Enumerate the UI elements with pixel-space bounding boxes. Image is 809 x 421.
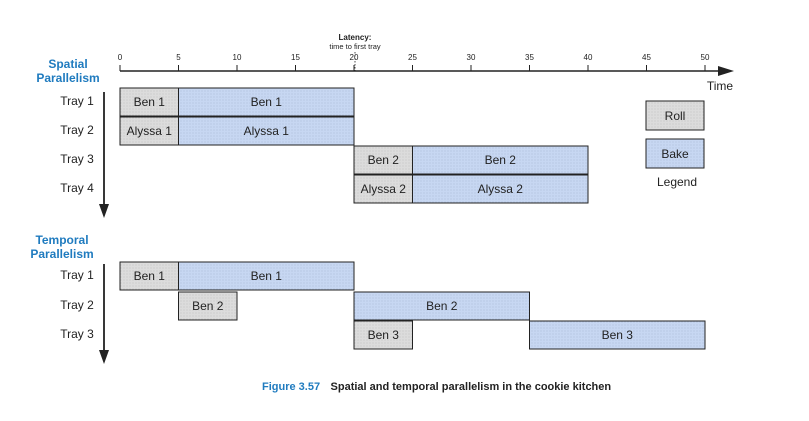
tray-label-s0-t1: Tray 2 [60,123,94,137]
bar-s0-t2-roll-outline [353,145,413,175]
bar-s1-t2-roll-outline [353,320,413,350]
tick-label-35: 35 [525,53,534,62]
bar-s0-t3-bake-outline [412,174,589,204]
bar-s0-t1-bake-label: Alyssa 1 [244,124,290,138]
tray-label-s0-t3: Tray 4 [60,181,94,195]
spatial-title-line2: Parallelism [36,71,99,85]
tray-label-s0-t2: Tray 3 [60,152,94,166]
legend-swatch-bake-outline [645,138,705,169]
tray-label-s1-t1: Tray 2 [60,298,94,312]
bar-s0-t3-bake-label: Alyssa 2 [478,182,524,196]
bar-s0-t2-bake-outline [412,145,589,175]
tick-label-25: 25 [408,53,417,62]
bar-s1-t2-bake-label: Ben 3 [602,328,634,342]
legend-title: Legend [657,175,697,189]
latency-subtitle: time to first tray [329,42,381,51]
bar-s1-t2-bake-outline [529,320,706,350]
bar-s0-t3-roll-outline [353,174,413,204]
bar-s1-t0-bake-label: Ben 1 [251,269,283,283]
time-axis-ticks: 0 5 10 15 20 25 30 35 40 45 50 [118,53,710,71]
bar-s0-t0-bake-outline [178,87,355,117]
bar-s1-t2-roll-label: Ben 3 [368,328,400,342]
bar-s1-t1-bake-label: Ben 2 [426,299,458,313]
figure-caption: Figure 3.57 Spatial and temporal paralle… [262,377,611,394]
legend-swatch-roll-outline [645,100,705,131]
tick-label-50: 50 [701,53,710,62]
tick-label-15: 15 [291,53,300,62]
bar-s0-t3-roll-label: Alyssa 2 [361,182,407,196]
latency-title: Latency: [339,33,372,42]
tick-label-20: 20 [350,53,359,62]
bar-s0-t0-bake-label: Ben 1 [251,95,283,109]
tick-label-30: 30 [467,53,476,62]
bar-s1-t0-bake-outline [178,261,355,291]
figure-caption-text: Spatial and temporal parallelism in the … [331,381,612,393]
temporal-arrowhead [99,350,109,364]
legend-label-bake: Bake [661,147,689,161]
figure-number: Figure 3.57 [262,381,320,393]
tray-label-s1-t2: Tray 3 [60,327,94,341]
legend: Roll Bake Legend [645,100,705,189]
spatial-title-line1: Spatial [48,57,87,71]
tray-rows: Tray 1 Ben 1 Ben 1 Tray 2 Alyssa 1 Alyssa 1 Tr… [60,87,706,350]
bar-s1-t1-bake-outline [353,291,530,321]
tray-label-s0-t0: Tray 1 [60,94,94,108]
time-axis-arrowhead [718,66,734,76]
bar-s0-t2-bake-label: Ben 2 [485,153,517,167]
bar-s0-t1-bake-outline [178,116,355,146]
temporal-title-line1: Temporal [35,233,88,247]
bar-s1-t0-roll-label: Ben 1 [134,269,166,283]
bar-s1-t1-roll-label: Ben 2 [192,299,224,313]
bar-s1-t0-roll-outline [119,261,179,291]
spatial-arrowhead [99,204,109,218]
tick-label-40: 40 [584,53,593,62]
tick-label-10: 10 [233,53,242,62]
tick-label-0: 0 [118,53,123,62]
bar-s0-t0-roll-label: Ben 1 [134,95,166,109]
legend-label-roll: Roll [665,109,686,123]
time-axis-label: Time [707,79,734,93]
bar-s1-t1-roll-outline [178,291,238,321]
temporal-title-line2: Parallelism [30,247,93,261]
tick-label-5: 5 [176,53,181,62]
tick-label-45: 45 [642,53,651,62]
bar-s0-t2-roll-label: Ben 2 [368,153,400,167]
bar-s0-t1-roll-label: Alyssa 1 [127,124,173,138]
tray-label-s1-t0: Tray 1 [60,268,94,282]
bar-s0-t1-roll-outline [119,116,179,146]
